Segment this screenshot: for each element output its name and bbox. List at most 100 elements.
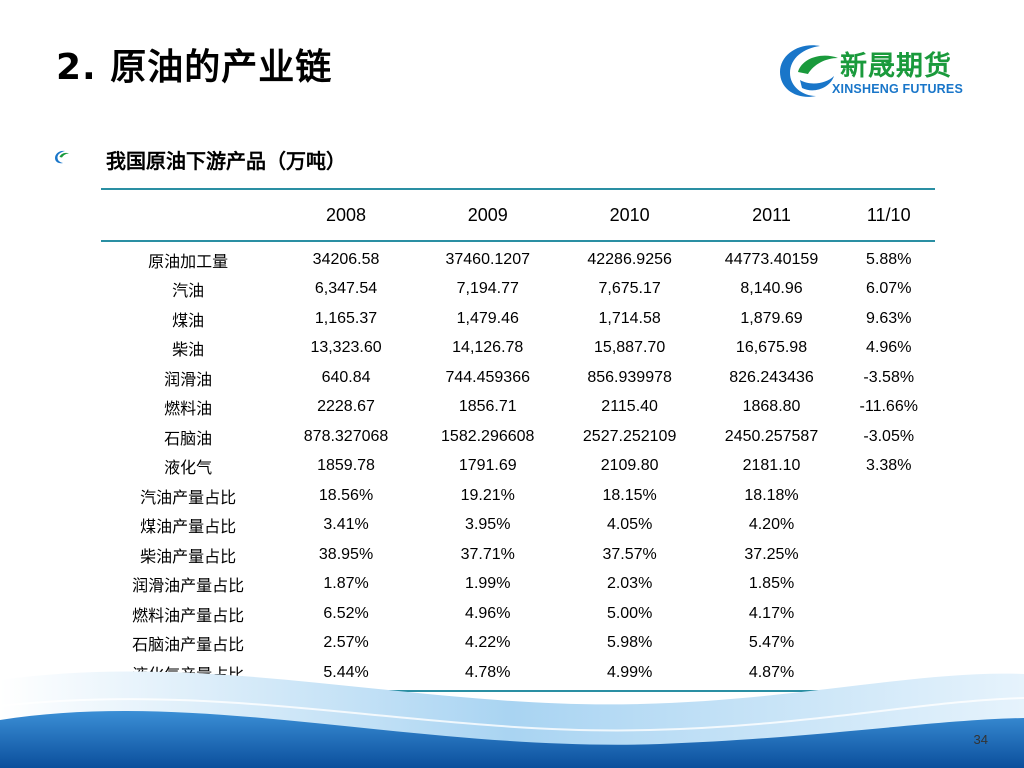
- data-cell: 2109.80: [600, 457, 659, 475]
- data-cell: 2.57%: [323, 634, 369, 652]
- data-cell: 4.96%: [866, 339, 912, 357]
- table-subtitle: 我国原油下游产品（万吨）: [106, 149, 346, 173]
- data-cell: 34206.58: [312, 250, 380, 268]
- data-cell: 1,714.58: [598, 309, 661, 327]
- row-label-cell: 原油加工量: [148, 251, 229, 271]
- data-cell: 7,194.77: [456, 280, 519, 298]
- data-cell: 4.78%: [416, 658, 559, 692]
- data-cell: 5.47%: [748, 634, 795, 652]
- header-cell: 2010: [558, 188, 701, 242]
- table-row: 柴油 13,323.60 14,126.78 15,887.70 16,675.98 4.…: [101, 334, 935, 364]
- logo-swirl-icon: [780, 45, 838, 97]
- row-label-cell: 煤油: [172, 310, 205, 330]
- data-cell: 878.327068: [303, 427, 389, 445]
- row-label-cell: 润滑油产量占比: [132, 576, 245, 596]
- data-cell: 2450.257587: [724, 427, 819, 445]
- row-label-cell: 石脑油产量占比: [132, 635, 245, 655]
- data-cell: -11.66%: [859, 398, 918, 416]
- data-cell: 856.939978: [587, 368, 672, 386]
- row-label-cell: 液化气: [164, 458, 213, 478]
- row-label-cell: 汽油: [172, 281, 205, 301]
- header-cell: 11/10: [842, 188, 935, 242]
- data-cell: 1859.78: [317, 457, 375, 475]
- data-cell: 8,140.96: [740, 280, 803, 298]
- row-label-cell: 燃料油: [164, 399, 213, 419]
- data-cell: [842, 540, 935, 570]
- row-label-cell: 石脑油: [164, 428, 213, 448]
- data-cell: 7,675.17: [598, 280, 661, 298]
- data-cell: [842, 511, 935, 541]
- logo-name-cn: 新晟期货: [840, 51, 952, 82]
- oil-products-table: 2008 2009 2010 2011 11/10 原油加工量 34206.58 3…: [101, 188, 935, 692]
- table-row: 石脑油 878.327068 1582.296608 2527.252109 2450.…: [101, 422, 935, 452]
- data-cell: 2527.252109: [582, 427, 677, 445]
- data-cell: 4.17%: [748, 604, 795, 622]
- data-cell: 2115.40: [601, 398, 658, 416]
- data-cell: 2228.67: [317, 398, 375, 416]
- company-logo: 新晟期货 XINSHENG FUTURES: [776, 40, 986, 102]
- data-cell: 1.99%: [465, 575, 511, 593]
- data-cell: 3.95%: [465, 516, 511, 534]
- row-label-cell: 柴油: [172, 340, 205, 360]
- data-cell: 14,126.78: [452, 339, 524, 357]
- data-cell: 1856.71: [458, 398, 517, 416]
- data-cell: 6.52%: [323, 604, 369, 622]
- data-cell: 4.22%: [465, 634, 511, 652]
- header-cell: [101, 188, 276, 242]
- data-cell: 19.21%: [460, 486, 515, 504]
- data-cell: 1,879.69: [740, 309, 803, 327]
- data-cell: 5.88%: [866, 250, 912, 268]
- data-cell: 5.00%: [606, 604, 653, 622]
- table-row: 润滑油 640.84 744.459366 856.939978 826.243436 -…: [101, 363, 935, 393]
- data-cell: 3.41%: [323, 516, 369, 534]
- data-cell: 9.63%: [866, 309, 912, 327]
- data-cell: [842, 570, 935, 600]
- data-cell: 3.38%: [866, 457, 912, 475]
- table-row: 柴油产量占比 38.95% 37.71% 37.57% 37.25%: [101, 540, 935, 570]
- data-cell: 1.87%: [323, 575, 369, 593]
- bullet-swirl-icon: [55, 150, 69, 164]
- data-cell: [842, 599, 935, 629]
- slide-title: 2. 原油的产业链: [56, 47, 333, 88]
- table-row: 润滑油产量占比 1.87% 1.99% 2.03% 1.85%: [101, 570, 935, 600]
- data-cell: 38.95%: [318, 545, 374, 563]
- table-row: 汽油 6,347.54 7,194.77 7,675.17 8,140.96 6.07%: [101, 275, 935, 305]
- data-cell: 18.18%: [744, 486, 799, 504]
- data-cell: 13,323.60: [310, 339, 382, 357]
- data-cell: -3.58%: [863, 368, 915, 386]
- decorative-wave-footer: [0, 671, 1024, 768]
- data-cell: 6,347.54: [314, 280, 378, 298]
- data-cell: 4.20%: [748, 516, 795, 534]
- row-label-cell: 柴油产量占比: [140, 546, 237, 566]
- logo-name-en: XINSHENG FUTURES: [832, 82, 963, 96]
- data-cell: 4.99%: [558, 658, 701, 692]
- page-number: 34: [973, 732, 988, 747]
- table-row: 液化气 1859.78 1791.69 2109.80 2181.10 3.38%: [101, 452, 935, 482]
- data-cell: 42286.9256: [587, 250, 672, 268]
- data-cell: 4.87%: [700, 658, 843, 692]
- header-cell: 2009: [416, 188, 559, 242]
- data-cell: 6.07%: [866, 280, 912, 298]
- table-row: 燃料油产量占比 6.52% 4.96% 5.00% 4.17%: [101, 599, 935, 629]
- header-cell: 2008: [275, 188, 417, 242]
- data-cell: 744.459366: [445, 368, 530, 386]
- data-cell: 37.25%: [744, 545, 799, 563]
- data-cell: 1791.69: [458, 457, 517, 475]
- table-row: 煤油产量占比 3.41% 3.95% 4.05% 4.20%: [101, 511, 935, 541]
- data-cell: 1,165.37: [314, 309, 378, 327]
- table-row: 煤油 1,165.37 1,479.46 1,714.58 1,879.69 9.63%: [101, 304, 935, 334]
- table-row: 石脑油产量占比 2.57% 4.22% 5.98% 5.47%: [101, 629, 935, 659]
- data-cell: 4.05%: [606, 516, 653, 534]
- data-cell: 2181.10: [742, 457, 801, 475]
- data-cell: 37.57%: [602, 545, 657, 563]
- data-cell: 4.96%: [465, 604, 511, 622]
- table-row: 燃料油 2228.67 1856.71 2115.40 1868.80 -11.66%: [101, 393, 935, 423]
- row-label-cell: 煤油产量占比: [140, 517, 237, 537]
- data-cell: -3.05%: [863, 427, 915, 445]
- data-cell: 1582.296608: [441, 427, 535, 445]
- data-cell: 5.98%: [606, 634, 653, 652]
- data-cell: 1868.80: [742, 398, 801, 416]
- data-cell: 1,479.46: [456, 309, 519, 327]
- data-cell: 37460.1207: [445, 250, 530, 268]
- data-cell: 16,675.98: [735, 339, 808, 357]
